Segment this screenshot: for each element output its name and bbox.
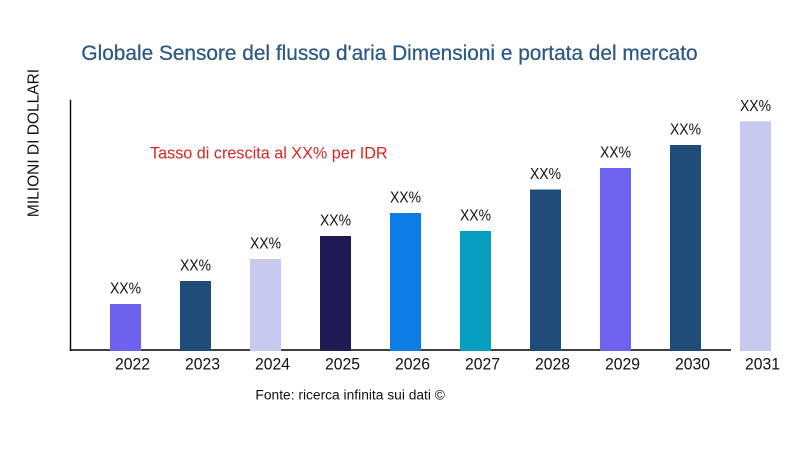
svg-text:XX%: XX% [530, 166, 561, 183]
svg-text:XX%: XX% [110, 281, 141, 298]
svg-text:XX%: XX% [390, 190, 421, 207]
svg-text:2024: 2024 [255, 356, 290, 374]
svg-text:2027: 2027 [465, 356, 500, 374]
svg-text:XX%: XX% [670, 122, 701, 139]
svg-text:XX%: XX% [250, 236, 281, 253]
svg-text:XX%: XX% [180, 258, 211, 275]
svg-text:XX%: XX% [320, 213, 351, 230]
svg-text:2026: 2026 [395, 356, 430, 374]
svg-text:2025: 2025 [325, 356, 360, 374]
svg-text:MILIONI DI DOLLARI: MILIONI DI DOLLARI [26, 69, 43, 217]
svg-text:Tasso di crescita al XX% per I: Tasso di crescita al XX% per IDR [150, 144, 388, 163]
svg-text:2031: 2031 [745, 356, 780, 374]
svg-text:Globale Sensore del flusso d'a: Globale Sensore del flusso d'aria Dimens… [81, 42, 697, 65]
svg-text:Fonte: ricerca infinita sui da: Fonte: ricerca infinita sui dati © [255, 388, 445, 403]
svg-text:XX%: XX% [740, 98, 771, 115]
svg-text:XX%: XX% [600, 145, 631, 162]
svg-text:2028: 2028 [535, 356, 570, 374]
svg-text:2022: 2022 [115, 356, 150, 374]
svg-text:2030: 2030 [675, 356, 710, 374]
svg-text:2023: 2023 [185, 356, 220, 374]
svg-text:XX%: XX% [460, 208, 491, 225]
svg-text:2029: 2029 [605, 356, 640, 374]
